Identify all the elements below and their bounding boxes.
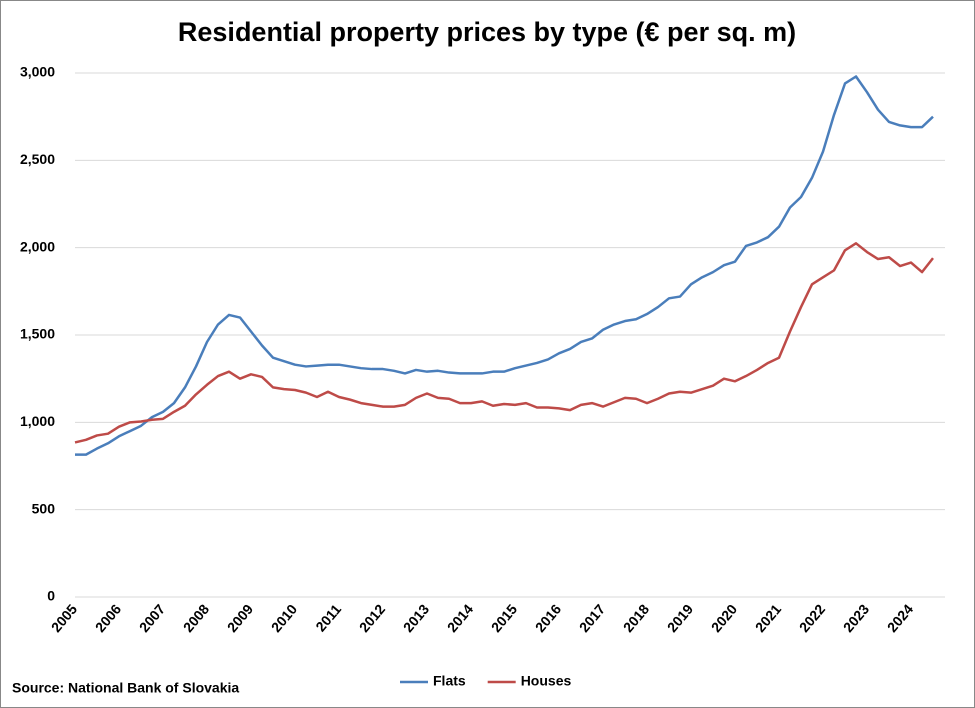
legend-label: Houses — [521, 673, 572, 689]
legend-label: Flats — [433, 673, 466, 689]
y-tick-label: 500 — [32, 500, 56, 516]
y-tick-label: 2,000 — [20, 238, 55, 254]
source-note: Source: National Bank of Slovakia — [12, 680, 239, 696]
chart-title: Residential property prices by type (€ p… — [178, 17, 796, 47]
y-tick-label: 1,500 — [20, 326, 55, 342]
y-tick-label: 2,500 — [20, 151, 55, 167]
line-series — [74, 242, 934, 444]
y-tick-label: 0 — [47, 588, 55, 604]
y-tick-label: 3,000 — [20, 64, 55, 80]
y-tick-label: 1,000 — [20, 413, 55, 429]
line-series — [75, 75, 934, 456]
